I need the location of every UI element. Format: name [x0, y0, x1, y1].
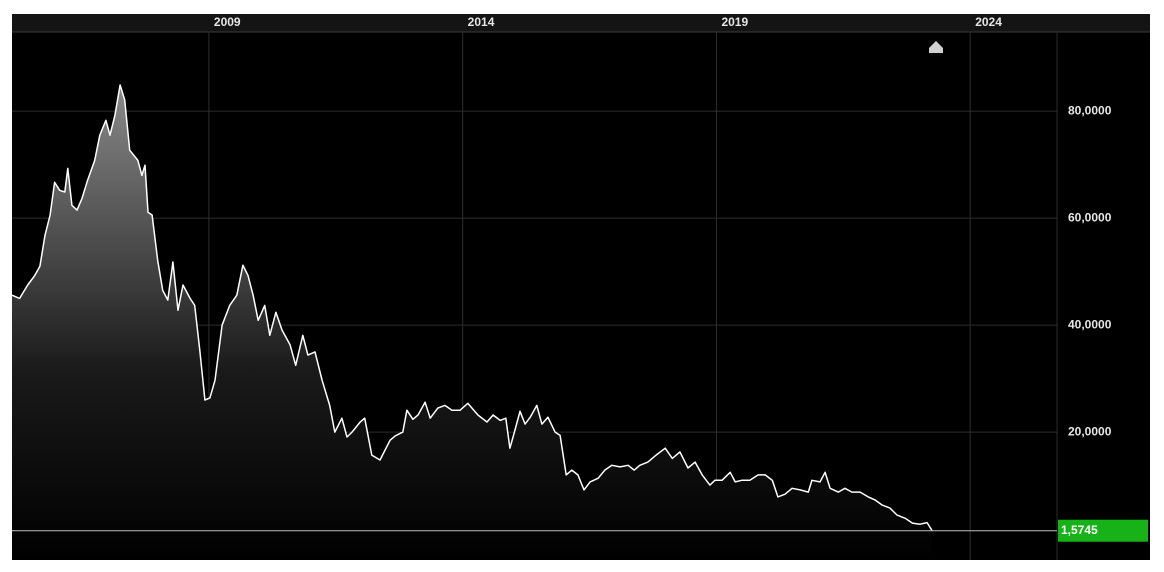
home-icon[interactable]	[929, 41, 943, 53]
y-tick-label: 40,0000	[1068, 317, 1112, 331]
x-tick-label: 2019	[721, 15, 748, 29]
x-tick-label: 2024	[975, 15, 1002, 29]
x-tick-label: 2014	[468, 15, 495, 29]
current-price-label: 1,5745	[1061, 523, 1098, 537]
y-tick-label: 20,0000	[1068, 424, 1112, 438]
y-tick-label: 60,0000	[1068, 210, 1112, 224]
current-price-box	[1058, 519, 1148, 542]
price-line	[11, 84, 933, 532]
x-axis-bar	[12, 14, 1150, 32]
y-tick-label: 80,0000	[1068, 103, 1112, 117]
plot-area: 20,0000 40,0000 60,0000 80,0000 2009 2014 2019…	[11, 15, 1148, 560]
area-fill	[12, 85, 933, 560]
x-tick-label: 2009	[214, 15, 241, 29]
